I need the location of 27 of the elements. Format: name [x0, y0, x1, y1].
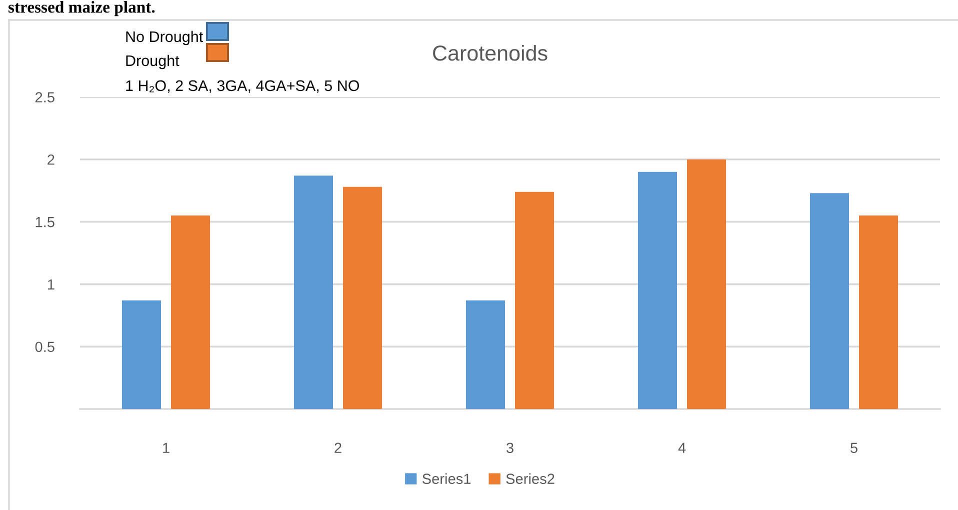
- bar: [638, 172, 678, 409]
- bar: [810, 193, 850, 409]
- text: stressed maize plant.: [8, 1, 155, 16]
- text: 1 H₂O, 2 SA, 3GA, 4GA+SA, 5 NO: [126, 80, 360, 93]
- legend-label: Series2: [506, 473, 554, 484]
- y-tick-label: 1: [48, 279, 54, 290]
- bar: [466, 300, 506, 409]
- bar: [514, 192, 554, 409]
- bar: [686, 159, 726, 409]
- legend-label: Series1: [422, 473, 471, 484]
- y-tick-label: 2.5: [35, 92, 54, 102]
- bar: [122, 300, 162, 409]
- bar: [342, 186, 382, 409]
- y-tick-label: 1.5: [36, 217, 54, 228]
- bar: [294, 176, 334, 409]
- bar: [858, 216, 898, 409]
- bar: [170, 216, 210, 409]
- text: No Drought: [126, 30, 204, 46]
- x-tick-label: 5: [850, 442, 858, 454]
- x-tick-label: 4: [678, 442, 686, 453]
- text: Drought: [126, 54, 180, 70]
- x-tick-label: 3: [506, 442, 514, 454]
- y-tick-label: 0.5: [35, 342, 54, 352]
- y-tick-label: 2: [48, 154, 54, 165]
- x-tick-label: 1: [163, 442, 170, 453]
- x-tick-label: 2: [334, 442, 342, 453]
- chart-title: Carotenoids: [433, 44, 548, 61]
